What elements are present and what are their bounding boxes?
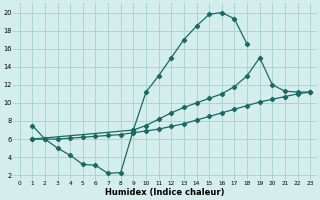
X-axis label: Humidex (Indice chaleur): Humidex (Indice chaleur)	[105, 188, 225, 197]
